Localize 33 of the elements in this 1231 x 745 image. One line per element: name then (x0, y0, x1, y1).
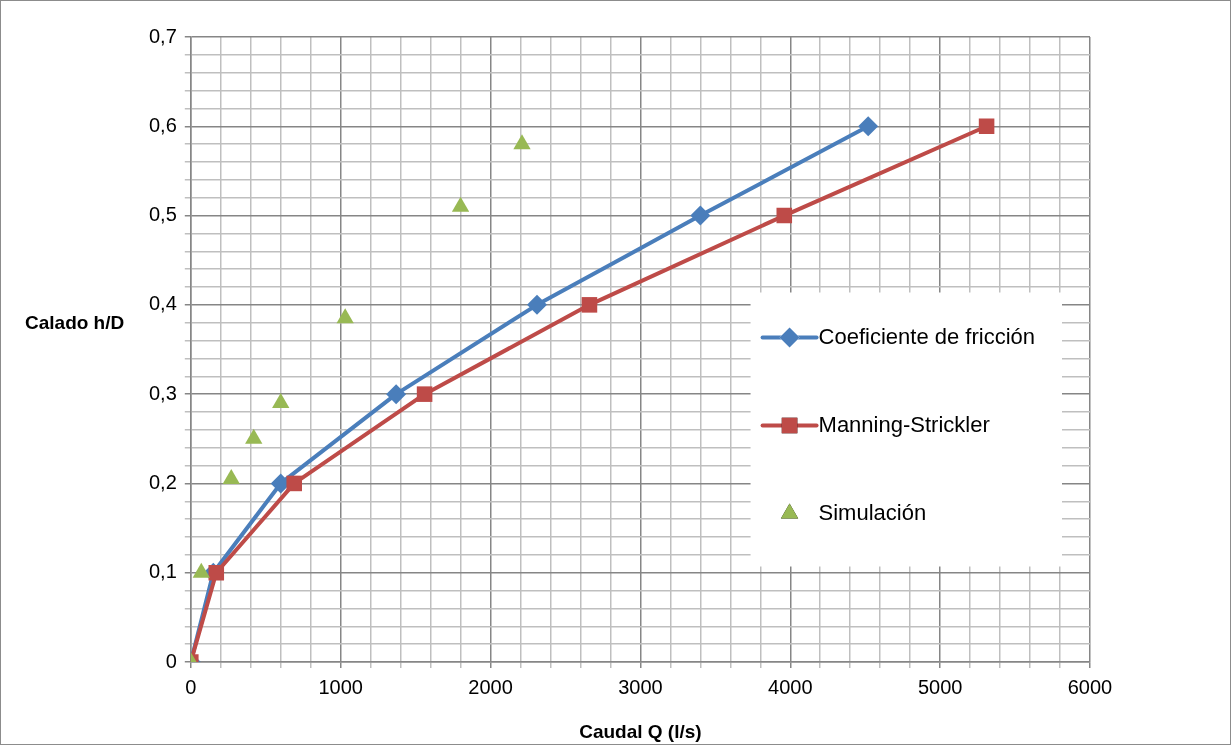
point (416, 386, 433, 402)
point (336, 308, 354, 324)
x-tick-label: 3000 (618, 675, 663, 698)
x-tick-label: 5000 (917, 675, 963, 698)
point (245, 428, 263, 444)
point (776, 207, 793, 224)
y-tick-label: 0,7 (148, 24, 177, 47)
y-tick-label: 0 (165, 649, 177, 672)
legend-label: Simulación (818, 499, 927, 525)
point (526, 294, 547, 315)
legend-label: Manning-Strickler (818, 411, 990, 437)
x-tick-label: 0 (185, 675, 197, 698)
x-tick-label: 4000 (768, 675, 813, 698)
point (272, 393, 290, 409)
y-axis-title: Calado h/D (25, 311, 125, 333)
point (978, 118, 995, 135)
point (581, 297, 598, 313)
x-tick-label: 2000 (468, 675, 513, 698)
legend-label: Coeficiente de fricción (818, 323, 1036, 349)
y-tick-label: 0,5 (148, 203, 177, 226)
point (192, 562, 210, 578)
point (690, 205, 711, 226)
y-tick-label: 0,2 (148, 470, 177, 493)
x-tick-label: 6000 (1067, 675, 1113, 698)
point (386, 384, 407, 405)
y-tick-label: 0,6 (148, 113, 177, 136)
y-tick-label: 0,1 (148, 560, 177, 583)
x-axis-title: Caudal Q (l/s) (579, 720, 702, 742)
y-tick-label: 0,4 (148, 292, 177, 315)
point (858, 116, 879, 137)
y-tick-label: 0,3 (148, 381, 177, 404)
point (222, 468, 240, 484)
x-tick-label: 1000 (318, 675, 363, 698)
